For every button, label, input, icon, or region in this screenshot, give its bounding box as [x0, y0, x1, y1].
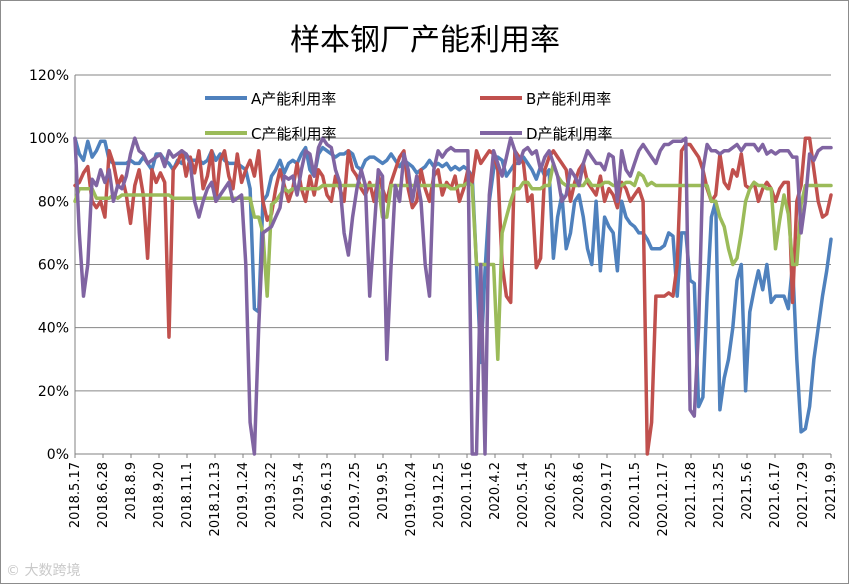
x-axis-ticks: 2018.5.17 2018.6.28 2018.8.9 2018.9.20 2018.… — [68, 454, 839, 536]
x-tick-label: 2019.10.24 — [404, 462, 419, 536]
legend-label: D产能利用率 — [526, 125, 613, 143]
x-tick-label: 2019.3.22 — [264, 462, 279, 528]
y-tick-label: 80% — [38, 194, 69, 210]
y-tick-label: 40% — [38, 321, 69, 337]
x-tick-label: 2018.8.9 — [124, 462, 139, 520]
legend-label: A产能利用率 — [251, 90, 336, 108]
watermark-logo: © 大数跨境 — [6, 563, 81, 579]
series-lines — [73, 136, 833, 456]
chart-title: 样本钢厂产能利用率 — [290, 23, 560, 58]
y-tick-label: 0% — [47, 447, 69, 463]
legend-label: B产能利用率 — [526, 90, 611, 108]
x-tick-label: 2018.5.17 — [68, 462, 83, 528]
x-tick-label: 2021.1.28 — [684, 462, 699, 528]
x-tick-label: 2021.3.25 — [712, 462, 727, 528]
series-line-3 — [73, 161, 833, 362]
x-tick-label: 2021.6.17 — [768, 462, 783, 528]
y-tick-label: 100% — [29, 131, 69, 147]
y-axis-ticks: 0% 20% 40% 60% 80% 100% 120% — [29, 68, 69, 463]
x-tick-label: 2020.4.2 — [488, 462, 503, 520]
x-tick-label: 2021.7.29 — [796, 462, 811, 528]
x-tick-label: 2020.6.25 — [544, 462, 559, 528]
x-tick-label: 2020.11.5 — [628, 462, 643, 528]
y-tick-label: 120% — [29, 68, 69, 84]
x-tick-label: 2018.11.1 — [180, 462, 195, 528]
y-tick-label: 60% — [38, 258, 69, 274]
x-tick-label: 2020.9.17 — [600, 462, 615, 528]
x-tick-label: 2020.1.16 — [460, 462, 475, 528]
x-tick-label: 2019.7.25 — [348, 462, 363, 528]
series-line-4 — [73, 136, 833, 456]
x-tick-label: 2021.9.9 — [824, 462, 839, 520]
x-tick-label: 2019.6.13 — [320, 462, 335, 528]
x-tick-label: 2019.12.5 — [432, 462, 447, 528]
x-tick-label: 2021.5.6 — [740, 462, 755, 520]
y-tick-label: 20% — [38, 384, 69, 400]
legend: A产能利用率 B产能利用率 C产能利用率 D产能利用率 — [205, 90, 613, 143]
x-tick-label: 2020.5.14 — [516, 462, 531, 528]
x-tick-label: 2019.5.4 — [292, 462, 307, 520]
x-tick-label: 2020.8.6 — [572, 462, 587, 520]
x-tick-label: 2020.12.17 — [656, 462, 671, 536]
legend-label: C产能利用率 — [251, 125, 336, 143]
series-line-2 — [73, 136, 833, 456]
x-tick-label: 2019.9.5 — [376, 462, 391, 520]
x-tick-label: 2019.1.24 — [236, 462, 251, 528]
x-tick-label: 2018.6.28 — [96, 462, 111, 528]
x-tick-label: 2018.9.20 — [152, 462, 167, 528]
x-tick-label: 2018.12.13 — [208, 462, 223, 536]
